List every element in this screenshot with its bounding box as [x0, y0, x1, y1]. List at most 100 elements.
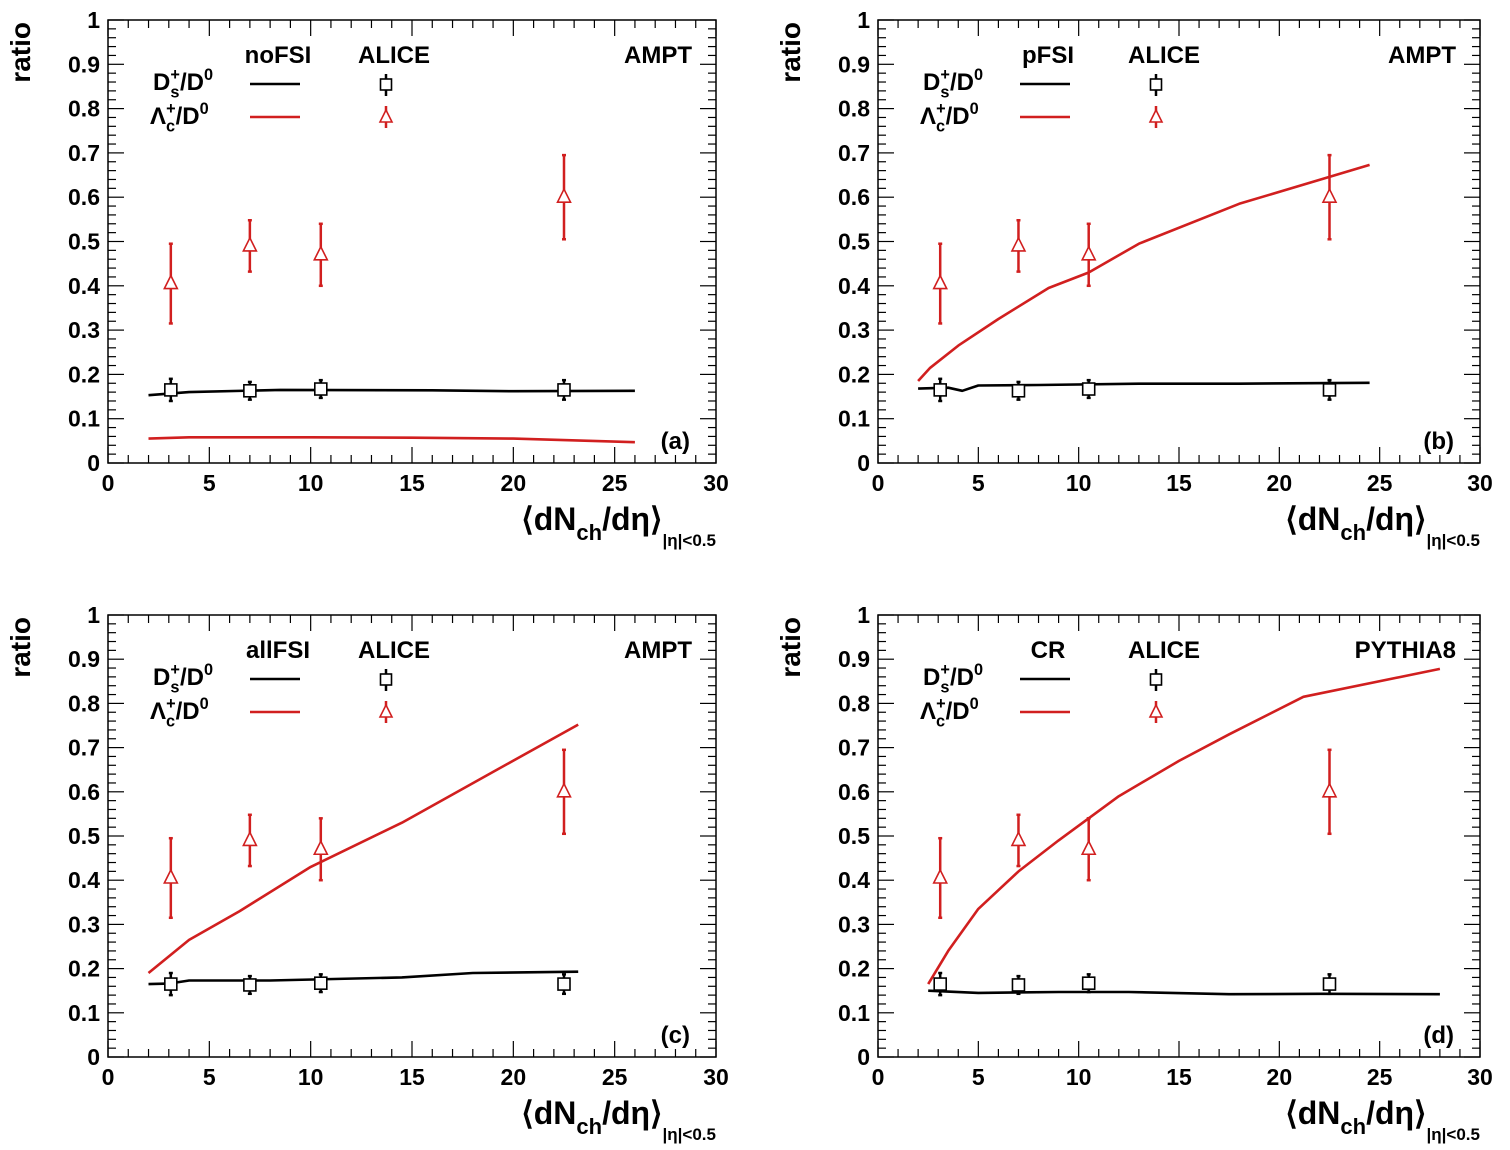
y-tick-label: 0.5 — [838, 823, 870, 849]
text-segment: /D — [946, 698, 970, 725]
y-tick-label: 0.8 — [68, 96, 100, 122]
model-label: noFSI — [245, 42, 312, 69]
y-tick-label: 0.6 — [838, 184, 870, 210]
legend-ds-label: Ds+/D0 — [153, 661, 213, 697]
chart-panel-b: 0 5 10 15 20 25 3000.10.20.30.40.50.60.70.80.9… — [775, 7, 1493, 550]
lc-data-point — [932, 868, 949, 884]
x-tick-label: 15 — [1166, 470, 1192, 496]
lc-data-point — [163, 273, 179, 290]
y-tick-label: 0 — [87, 1044, 100, 1070]
y-tick-label: 1 — [857, 7, 870, 33]
legend-lc-triangle-marker — [378, 108, 394, 123]
y-tick-label: 0.4 — [68, 867, 100, 893]
y-tick-label: 0.5 — [838, 229, 870, 255]
lc-data-point — [1321, 187, 1338, 203]
y-tick-label: 0 — [857, 450, 870, 476]
x-tick-label: 0 — [102, 1064, 115, 1090]
y-tick-label: 0.7 — [838, 735, 870, 761]
ds-data-point — [1011, 383, 1026, 398]
text-segment: c — [936, 713, 945, 731]
x-tick-label: 20 — [1267, 470, 1293, 496]
y-tick-label: 0.8 — [838, 690, 870, 716]
legend-lc-label: Λc+/D0 — [150, 100, 209, 136]
text-segment: 0 — [974, 66, 983, 84]
y-tick-label: 0.2 — [68, 956, 100, 982]
legend-lc-triangle-marker — [1148, 703, 1164, 718]
text-segment: /D — [946, 103, 970, 130]
x-tick-label: 20 — [501, 1064, 527, 1090]
text-segment: ⟨dN — [1285, 501, 1340, 537]
legend-lc-label: Λc+/D0 — [920, 100, 979, 136]
y-tick-label: 0.2 — [838, 956, 870, 982]
y-tick-label: 0.3 — [838, 911, 870, 937]
text-segment: 0 — [204, 66, 213, 84]
x-axis-title: ⟨dNch/dη⟩|η|<0.5 — [521, 501, 716, 550]
x-tick-label: 5 — [972, 1064, 985, 1090]
y-axis-title: ratio — [775, 22, 806, 83]
text-segment: 0 — [970, 100, 979, 118]
ds-model-curve — [918, 381, 1370, 393]
ds-data-point — [1322, 977, 1337, 991]
y-tick-label: 0.9 — [68, 646, 100, 672]
text-segment: Λ — [920, 103, 936, 130]
text-segment: D — [923, 69, 940, 96]
text-segment: /D — [176, 103, 200, 130]
y-tick-label: 0.6 — [68, 184, 100, 210]
x-tick-label: 25 — [602, 1064, 628, 1090]
text-segment: /D — [180, 664, 204, 691]
y-axis-title: ratio — [5, 22, 36, 83]
text-segment: /D — [950, 664, 974, 691]
lc-model-curve — [927, 667, 1441, 985]
ds-data-point — [1322, 383, 1337, 397]
text-segment: + — [936, 100, 946, 118]
text-segment: ch — [1340, 520, 1366, 545]
y-tick-label: 0.9 — [838, 646, 870, 672]
ds-data-point — [164, 977, 178, 991]
lc-model-curve — [147, 723, 579, 975]
text-segment: + — [936, 695, 946, 713]
text-segment: ⟨dN — [521, 501, 576, 537]
x-tick-label: 5 — [972, 470, 985, 496]
text-segment: s — [170, 679, 179, 697]
ds-data-point — [243, 383, 257, 398]
text-segment: /D — [180, 69, 204, 96]
x-tick-label: 15 — [399, 1064, 425, 1090]
x-tick-label: 15 — [1166, 1064, 1192, 1090]
panel-label: (b) — [1423, 428, 1454, 455]
y-tick-label: 0.3 — [838, 317, 870, 343]
ds-data-point — [557, 383, 571, 397]
y-tick-label: 0.7 — [68, 735, 100, 761]
x-axis-title: ⟨dNch/dη⟩|η|<0.5 — [1285, 501, 1480, 550]
text-segment: Λ — [150, 698, 166, 725]
ds-model-curve — [148, 970, 579, 986]
text-segment: ch — [576, 1114, 602, 1139]
legend-ds-label: Ds+/D0 — [923, 66, 983, 102]
x-tick-label: 25 — [1367, 470, 1393, 496]
legend-lc-triangle-marker — [378, 703, 394, 718]
ds-data-point — [1011, 978, 1026, 992]
panel-label: (d) — [1423, 1022, 1454, 1049]
lc-data-point — [932, 273, 949, 290]
y-tick-label: 0.4 — [838, 273, 870, 299]
y-tick-label: 1 — [87, 602, 100, 628]
data-label: ALICE — [358, 42, 430, 69]
lc-data-point — [1010, 236, 1027, 252]
model-label: allFSI — [246, 637, 310, 664]
y-tick-label: 0.4 — [838, 867, 870, 893]
y-tick-label: 0.8 — [68, 690, 100, 716]
y-tick-label: 0.3 — [68, 911, 100, 937]
legend-ds-square-marker — [379, 673, 393, 686]
text-segment: s — [940, 679, 949, 697]
legend-lc-triangle-marker — [1148, 108, 1164, 123]
legend-lc-label: Λc+/D0 — [920, 695, 979, 731]
text-segment: + — [170, 661, 180, 679]
x-tick-label: 30 — [703, 470, 729, 496]
y-tick-label: 0.2 — [68, 361, 100, 387]
text-segment: /dη⟩ — [1366, 501, 1426, 537]
x-tick-label: 0 — [102, 470, 115, 496]
lc-data-point — [556, 782, 572, 798]
lc-model-curve — [917, 163, 1370, 382]
y-tick-label: 0.6 — [838, 779, 870, 805]
y-tick-label: 0.9 — [68, 51, 100, 77]
text-segment: /D — [176, 698, 200, 725]
